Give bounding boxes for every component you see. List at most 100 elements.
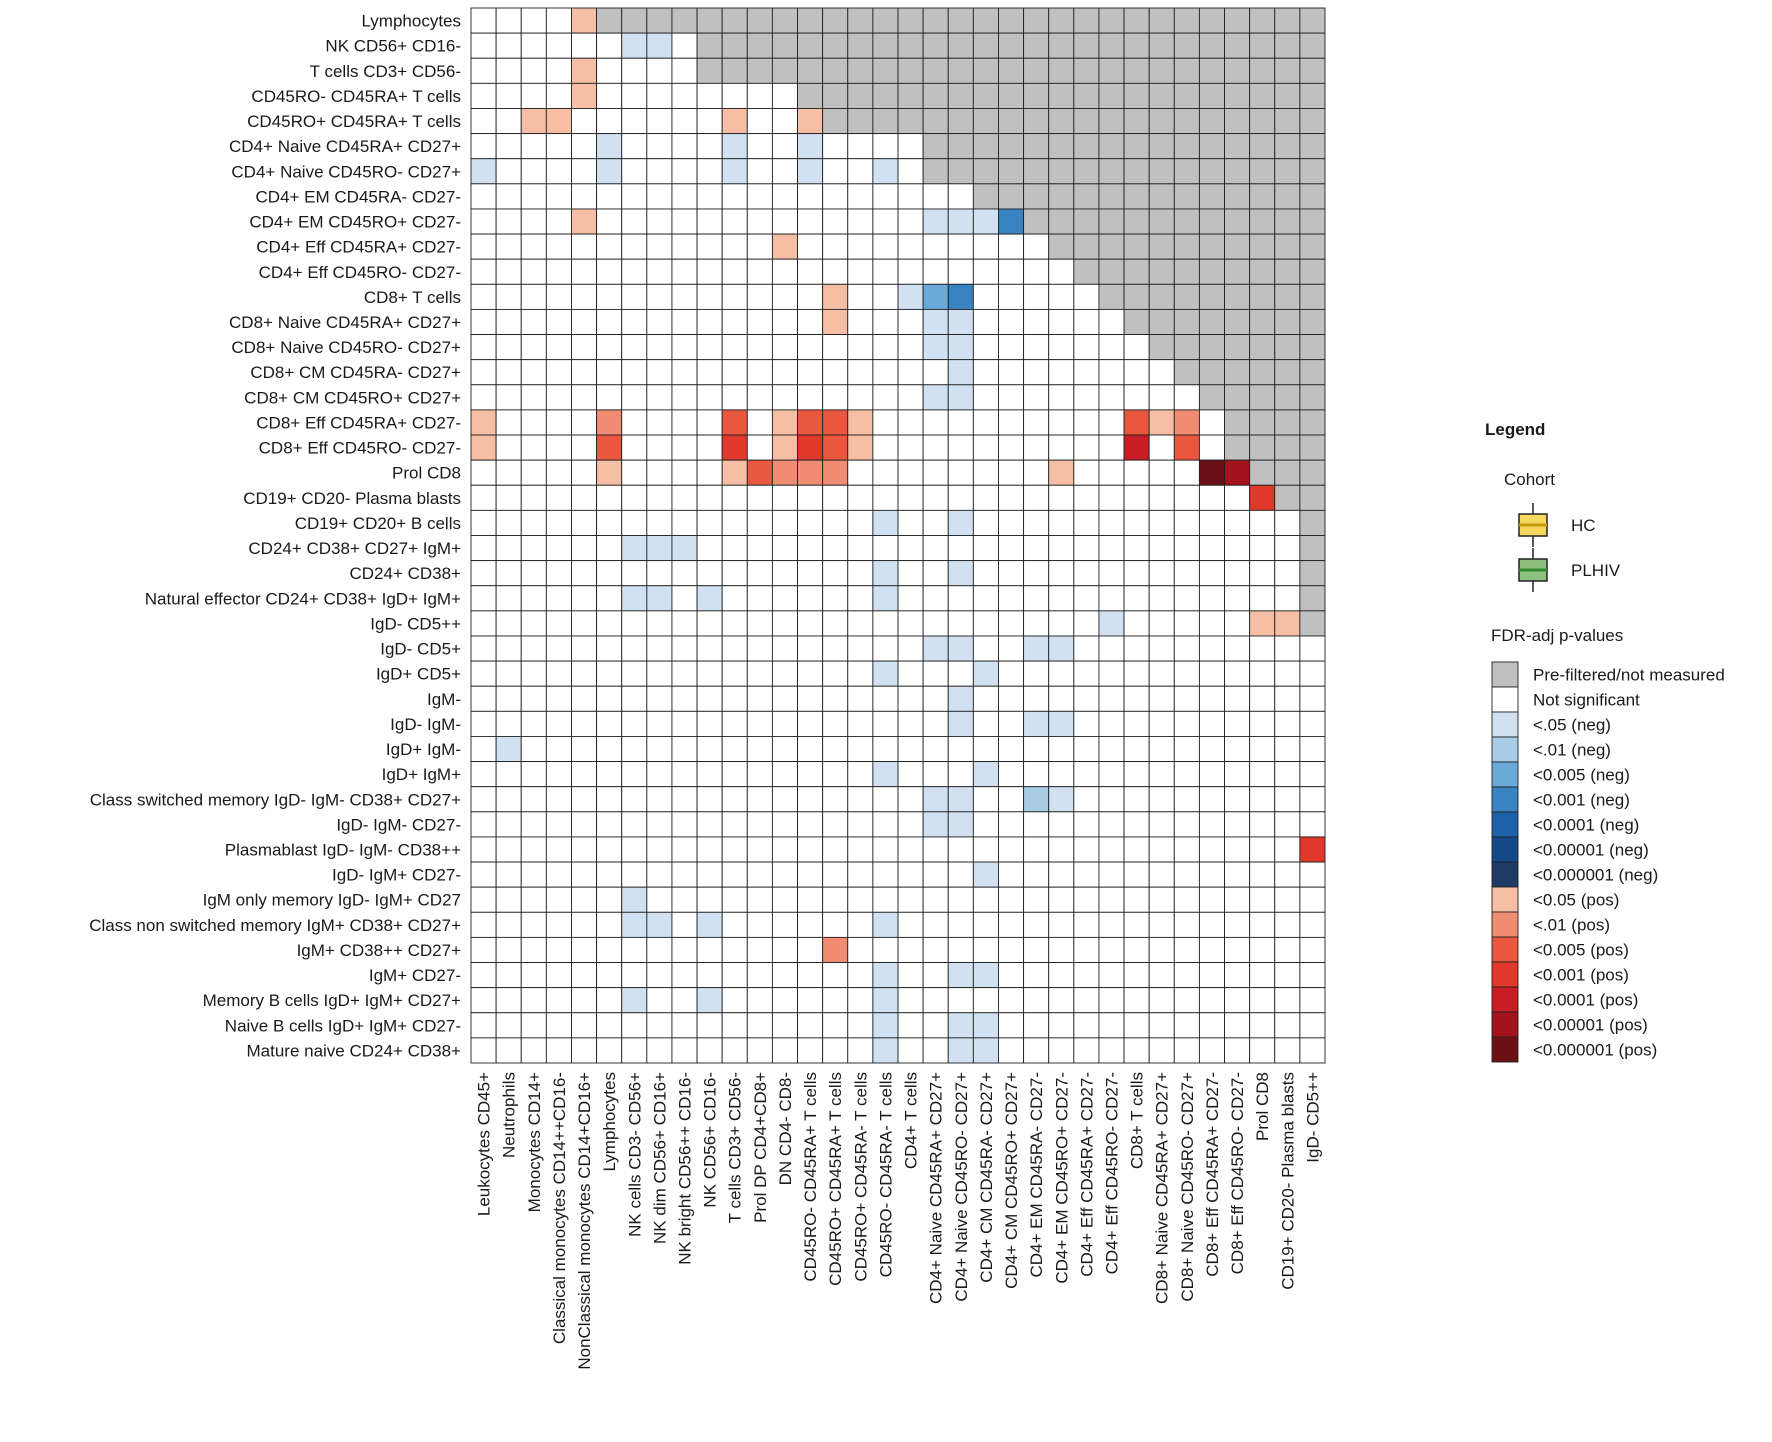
heatmap-cell [972,158,999,185]
heatmap-cell [1299,108,1326,135]
heatmap-cell [1274,786,1301,813]
heatmap-cell [1048,7,1075,34]
heatmap-cell [1123,509,1150,536]
heatmap-cell [470,283,497,310]
heatmap-cell [947,183,974,210]
heatmap-cell [1073,610,1100,637]
pvalue-item: <0.000001 (pos) [1491,1036,1657,1063]
heatmap-cell [771,57,798,84]
heatmap-cell [1098,610,1125,637]
heatmap-cell [1173,836,1200,863]
heatmap-cell [1274,936,1301,963]
heatmap-cell [470,334,497,361]
row-label: IgD- IgM- CD27- [336,815,461,834]
heatmap-cell [520,158,547,185]
heatmap-cell [1249,108,1276,135]
heatmap-cell [495,183,522,210]
row-label: CD8+ Eff CD45RO- CD27- [259,439,461,458]
heatmap-cell [1023,962,1050,989]
heatmap-cell [822,308,849,335]
heatmap-cell [545,208,572,235]
heatmap-cell [922,786,949,813]
heatmap-cell [746,434,773,461]
heatmap-cell [646,685,673,712]
heatmap-cell [721,308,748,335]
heatmap-cell [671,635,698,662]
heatmap-cell [872,886,899,913]
heatmap-cell [1249,660,1276,687]
heatmap-cell [1224,811,1251,838]
heatmap-cell [470,409,497,436]
heatmap-cell [746,359,773,386]
heatmap-cell [721,886,748,913]
row-label: Prol CD8 [392,464,461,483]
heatmap-cell [872,585,899,612]
heatmap-cell [1224,108,1251,135]
heatmap-cell [1073,158,1100,185]
heatmap-cell [847,936,874,963]
heatmap-cell [671,82,698,109]
heatmap-cell [1098,308,1125,335]
row-label: CD8+ T cells [364,288,461,307]
heatmap-cell [897,233,924,260]
pvalue-label: <0.000001 (neg) [1533,866,1658,885]
heatmap-cell [1173,158,1200,185]
heatmap-cell [922,258,949,285]
heatmap-cell [1198,283,1225,310]
heatmap-cell [1048,736,1075,763]
heatmap-cell [696,459,723,486]
heatmap-cell [696,886,723,913]
heatmap-cell [797,32,824,59]
heatmap-cell [520,911,547,938]
heatmap-cell [1198,434,1225,461]
heatmap-cell [1073,32,1100,59]
heatmap-cell [947,861,974,888]
heatmap-cell [621,635,648,662]
heatmap-cell [571,936,598,963]
heatmap-cell [1249,535,1276,562]
heatmap-cell [998,635,1025,662]
heatmap-cell [621,911,648,938]
heatmap-cell [571,509,598,536]
heatmap-cell [1198,384,1225,411]
heatmap-cell [721,962,748,989]
heatmap-cell [947,459,974,486]
heatmap-cell [520,610,547,637]
heatmap-cell [1148,82,1175,109]
heatmap-cell [897,484,924,511]
heatmap-cell [922,1037,949,1064]
heatmap-cell [1098,685,1125,712]
heatmap-cell [571,208,598,235]
heatmap-cell [771,158,798,185]
heatmap-cell [1123,233,1150,260]
heatmap-cell [721,660,748,687]
heatmap-cell [872,484,899,511]
heatmap-cell [947,886,974,913]
heatmap-cell [520,108,547,135]
heatmap-cell [1198,911,1225,938]
heatmap-cell [1148,1012,1175,1039]
heatmap-cell [721,685,748,712]
heatmap-cell [1274,560,1301,587]
heatmap-cell [998,208,1025,235]
heatmap-cell [721,1037,748,1064]
heatmap-cell [972,308,999,335]
heatmap-cell [822,685,849,712]
column-label: CD45RO- CD45RA- T cells [876,1072,895,1277]
legend-cohort-title: Cohort [1504,470,1555,489]
heatmap-cell [646,434,673,461]
heatmap-cell [621,1012,648,1039]
heatmap-cell [998,308,1025,335]
heatmap-cell [1249,133,1276,160]
heatmap-cell [947,57,974,84]
heatmap-cell [1048,1037,1075,1064]
heatmap-cell [1023,133,1050,160]
heatmap-cell [545,1012,572,1039]
heatmap-cell [1224,7,1251,34]
heatmap-cell [596,560,623,587]
heatmap-cell [696,685,723,712]
heatmap-cell [1249,585,1276,612]
heatmap-cell [646,359,673,386]
heatmap-cell [671,509,698,536]
